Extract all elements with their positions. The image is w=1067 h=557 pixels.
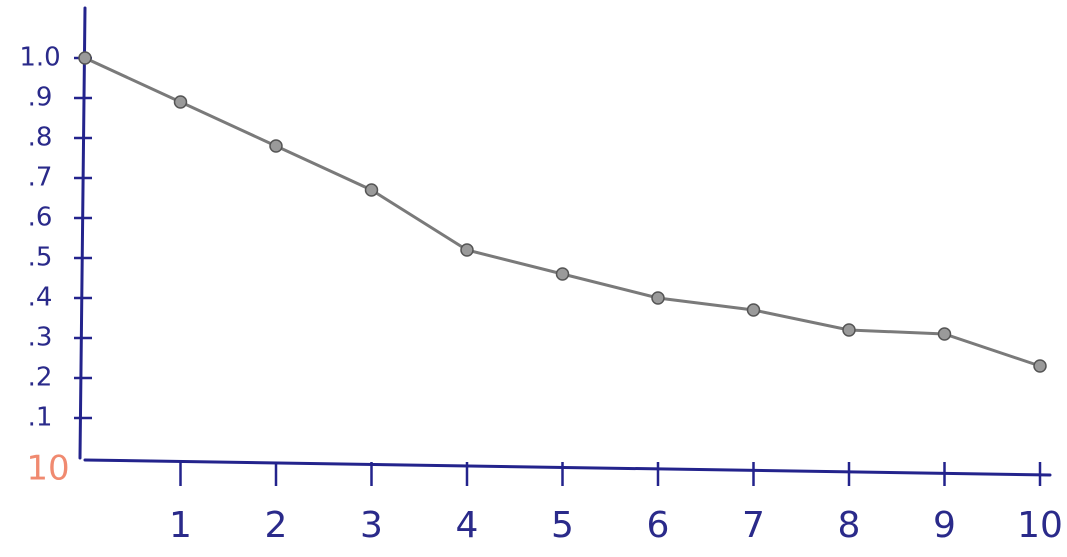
annotation: 10 xyxy=(26,449,69,489)
point xyxy=(843,324,855,336)
point xyxy=(366,184,378,196)
y-tick-label: 1.0 xyxy=(19,43,60,73)
x-tick-label: 6 xyxy=(647,505,670,546)
y-tick-label: .2 xyxy=(28,363,53,393)
y-axis xyxy=(80,8,85,458)
page: 10 .1.2.3.4.5.6.7.8.91.012345678910 (() … xyxy=(0,0,1067,557)
y-tick-label: .7 xyxy=(28,163,53,193)
point xyxy=(461,244,473,256)
x-tick-label: 3 xyxy=(360,505,383,546)
y-tick-label: .3 xyxy=(28,323,53,353)
point xyxy=(1034,360,1046,372)
y-tick-label: .6 xyxy=(28,203,53,233)
y-tick-label: .9 xyxy=(28,83,53,113)
y-tick-label: .1 xyxy=(28,403,53,433)
x-tick-label: 2 xyxy=(265,505,288,546)
chart: 10 .1 .2 .3 .4 .5 .6 .7 .8 .9 1.0 1 2 3 4 5 6 7 8 9 10 xyxy=(0,0,1067,557)
point xyxy=(270,140,282,152)
x-tick-label: 4 xyxy=(456,505,479,546)
x-tick-label: 8 xyxy=(838,505,861,546)
point xyxy=(939,328,951,340)
point xyxy=(748,304,760,316)
x-axis xyxy=(85,460,1050,475)
line xyxy=(85,58,1040,366)
point xyxy=(79,52,91,64)
point xyxy=(175,96,187,108)
y-tick-label: .5 xyxy=(28,243,53,273)
x-tick-label: 10 xyxy=(1017,505,1063,546)
y-tick-label: .8 xyxy=(28,123,53,153)
point xyxy=(652,292,664,304)
y-tick-label: .4 xyxy=(28,283,53,313)
point xyxy=(557,268,569,280)
x-tick-label: 1 xyxy=(169,505,192,546)
x-tick-label: 7 xyxy=(742,505,765,546)
x-tick-label: 5 xyxy=(551,505,574,546)
x-tick-label: 9 xyxy=(933,505,956,546)
